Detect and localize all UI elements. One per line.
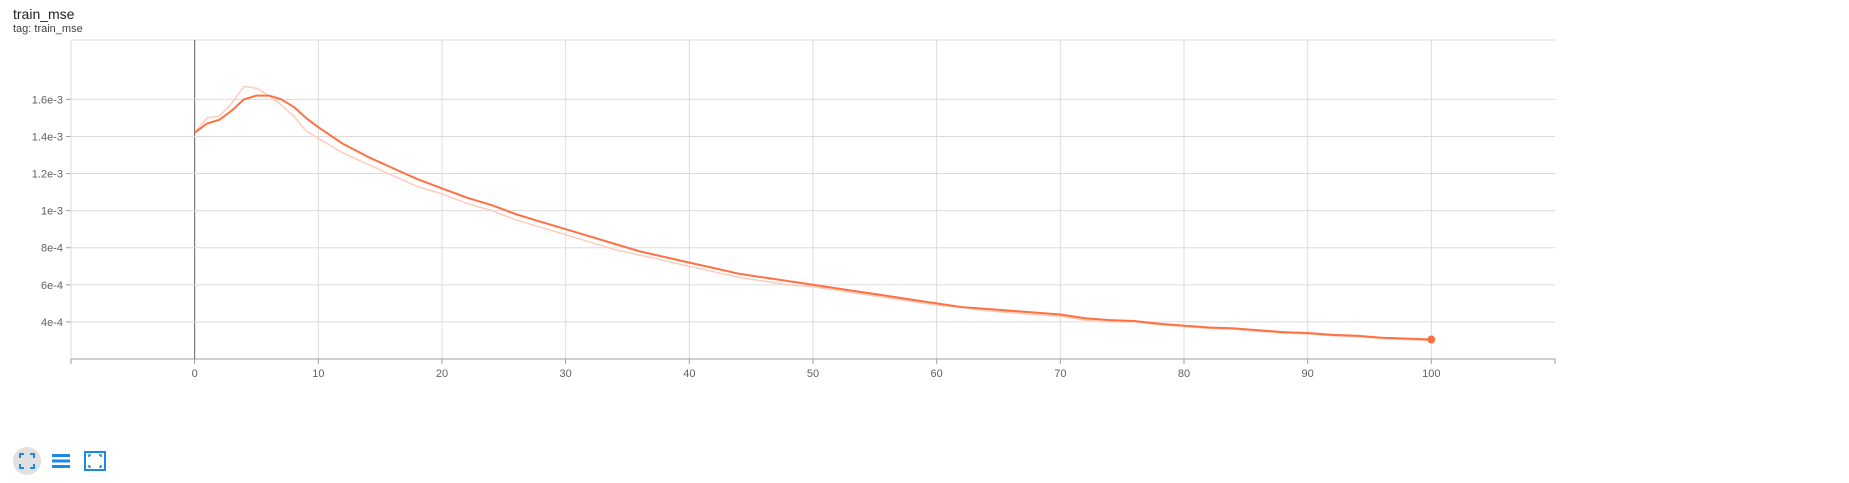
fullscreen-icon — [19, 453, 35, 469]
fit-domain-icon — [84, 451, 106, 471]
y-tick-label: 1.2e-3 — [32, 169, 63, 181]
x-tick-label: 0 — [192, 368, 198, 380]
x-tick-label: 40 — [683, 368, 695, 380]
chart-title: train_mse — [13, 6, 75, 22]
y-tick-label: 1.6e-3 — [32, 94, 63, 106]
series-layer — [194, 85, 1436, 344]
y-tick-label: 8e-4 — [41, 243, 63, 255]
axes: 0 10 20 30 40 50 60 70 80 90 100 4e-4 6e-4 8e-4 1e-3 1.… — [32, 40, 1556, 380]
y-tick-label: 6e-4 — [41, 280, 63, 292]
x-tick-label: 50 — [807, 368, 819, 380]
x-tick-label: 70 — [1054, 368, 1066, 380]
x-tick-label: 80 — [1178, 368, 1190, 380]
x-tick-label: 100 — [1422, 368, 1440, 380]
smoothed-series-line — [194, 94, 1432, 341]
grid-lines — [71, 39, 1555, 359]
chart-toolbar — [13, 447, 109, 475]
fullscreen-button[interactable] — [13, 447, 41, 475]
series-end-marker — [1427, 335, 1436, 344]
toggle-log-icon — [52, 454, 70, 468]
x-tick-label: 10 — [312, 368, 324, 380]
toggle-log-scale-button[interactable] — [47, 447, 75, 475]
x-tick-label: 20 — [436, 368, 448, 380]
x-tick-label: 60 — [931, 368, 943, 380]
x-tick-label: 30 — [560, 368, 572, 380]
fit-domain-button[interactable] — [81, 447, 109, 475]
y-tick-label: 1e-3 — [41, 206, 63, 218]
y-tick-label: 4e-4 — [41, 317, 63, 329]
chart-tag-label: tag: train_mse — [13, 23, 83, 35]
x-tick-label: 90 — [1302, 368, 1314, 380]
y-tick-label: 1.4e-3 — [32, 131, 63, 143]
